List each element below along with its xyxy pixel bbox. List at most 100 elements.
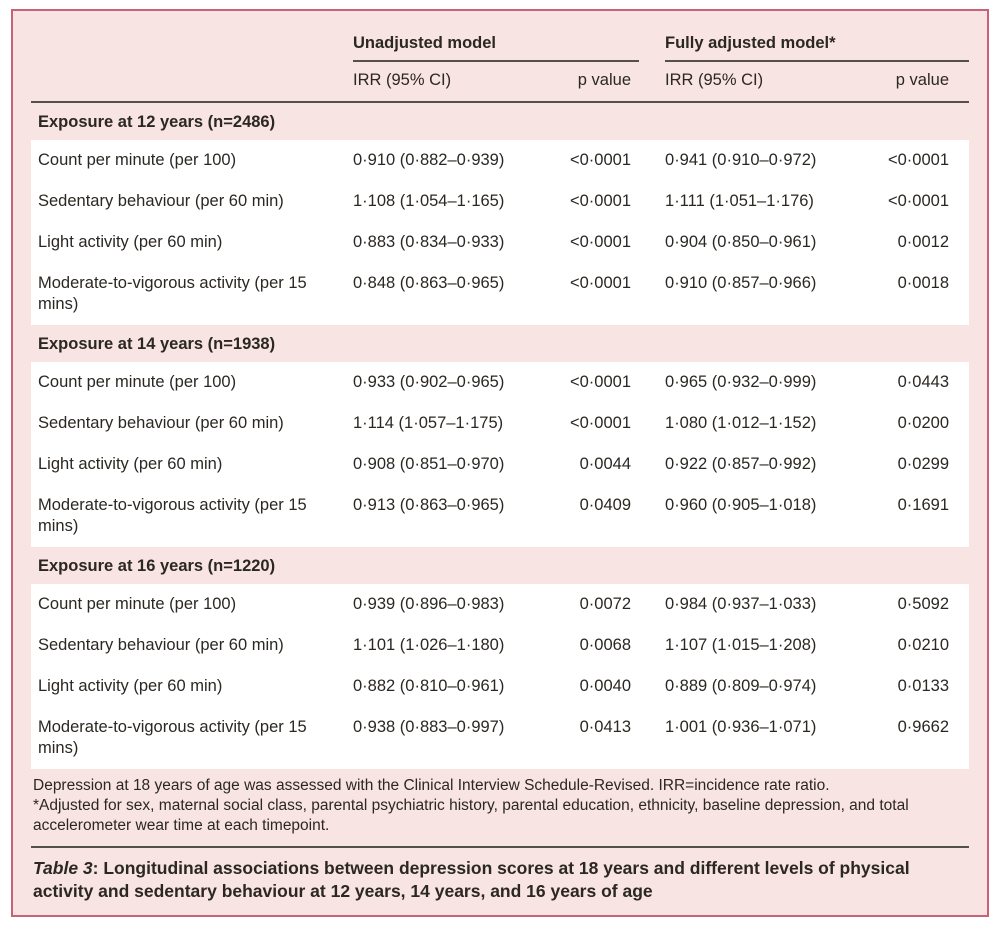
unadjusted-p-value: <0·0001	[570, 274, 632, 292]
unadjusted-irr-value: 0·848 (0·863–0·965)	[353, 274, 505, 292]
section-row: Exposure at 12 years (n=2486)	[31, 102, 969, 140]
subheader-irr-unadjusted: IRR (95% CI)	[353, 62, 543, 103]
section-row: Exposure at 16 years (n=1220)	[31, 547, 969, 584]
unadjusted-p-value: <0·0001	[570, 151, 632, 169]
table-panel: Unadjusted model Fully adjusted model* I…	[11, 9, 989, 917]
results-table: Unadjusted model Fully adjusted model* I…	[31, 25, 970, 769]
unadjusted-p-value: 0·0413	[579, 718, 632, 736]
adjusted-irr-value: 0·889 (0·809–0·974)	[665, 677, 817, 695]
table-row: Sedentary behaviour (per 60 min) 1·101 (1…	[31, 625, 970, 666]
unadjusted-irr-value: 1·108 (1·054–1·165)	[353, 192, 505, 210]
subheader-row: IRR (95% CI) p value IRR (95% CI) p valu…	[31, 62, 970, 103]
footnote-line: *Adjusted for sex, maternal social class…	[33, 797, 909, 834]
table-row: Moderate-to-vigorous activity (per 15 mi…	[31, 263, 970, 325]
subheader-irr-adjusted: IRR (95% CI)	[639, 62, 852, 103]
section-header: Exposure at 14 years (n=1938)	[38, 335, 276, 353]
subheader-p-adjusted: p value	[851, 62, 970, 103]
section-row: Exposure at 14 years (n=1938)	[31, 325, 969, 362]
section-header: Exposure at 12 years (n=2486)	[38, 113, 276, 131]
row-label: Light activity (per 60 min)	[38, 455, 223, 473]
adjusted-irr-value: 0·904 (0·850–0·961)	[665, 233, 817, 251]
adjusted-p-value: 0·0018	[897, 274, 950, 292]
subheader-p-unadjusted: p value	[543, 62, 640, 103]
footnotes: Depression at 18 years of age was assess…	[33, 776, 967, 836]
column-group-label: Fully adjusted model*	[665, 34, 836, 52]
unadjusted-p-value: <0·0001	[570, 192, 632, 210]
unadjusted-irr-value: 0·883 (0·834–0·933)	[353, 233, 505, 251]
adjusted-irr-value: 0·965 (0·932–0·999)	[665, 373, 817, 391]
table-row: Moderate-to-vigorous activity (per 15 mi…	[31, 485, 970, 547]
adjusted-p-value: 0·5092	[897, 595, 950, 613]
adjusted-p-value: <0·0001	[888, 192, 950, 210]
table-row: Count per minute (per 100) 0·933 (0·902–0…	[31, 362, 970, 403]
table-body: Exposure at 12 years (n=2486) Count per m…	[31, 102, 970, 769]
caption-label: Table 3	[33, 858, 93, 878]
table-row: Light activity (per 60 min) 0·882 (0·810–…	[31, 666, 970, 707]
unadjusted-irr-value: 0·910 (0·882–0·939)	[353, 151, 505, 169]
table-row: Sedentary behaviour (per 60 min) 1·108 (1…	[31, 181, 970, 222]
section-header: Exposure at 16 years (n=1220)	[38, 557, 276, 575]
caption-divider	[31, 846, 969, 848]
row-label: Moderate-to-vigorous activity (per 15 mi…	[38, 496, 307, 535]
unadjusted-irr-value: 1·114 (1·057–1·175)	[353, 414, 504, 432]
table-caption: Table 3: Longitudinal associations betwe…	[33, 857, 967, 903]
footnote-line: Depression at 18 years of age was assess…	[33, 777, 830, 794]
column-group-row: Unadjusted model Fully adjusted model*	[31, 25, 970, 62]
row-label: Moderate-to-vigorous activity (per 15 mi…	[38, 274, 307, 313]
row-label: Light activity (per 60 min)	[38, 677, 223, 695]
caption-text: : Longitudinal associations between depr…	[33, 858, 910, 901]
row-label: Count per minute (per 100)	[38, 151, 237, 169]
group-underline: Unadjusted model	[353, 33, 640, 62]
unadjusted-irr-value: 1·101 (1·026–1·180)	[353, 636, 505, 654]
adjusted-p-value: 0·0443	[897, 373, 950, 391]
table-row: Sedentary behaviour (per 60 min) 1·114 (1…	[31, 403, 970, 444]
adjusted-irr-value: 0·984 (0·937–1·033)	[665, 595, 817, 613]
unadjusted-irr-value: 0·908 (0·851–0·970)	[353, 455, 505, 473]
empty-subheader-cell	[31, 62, 353, 103]
unadjusted-p-value: 0·0068	[579, 636, 632, 654]
column-group-label: Unadjusted model	[353, 34, 497, 52]
table-header: Unadjusted model Fully adjusted model* I…	[31, 25, 970, 103]
row-label: Sedentary behaviour (per 60 min)	[38, 192, 284, 210]
unadjusted-p-value: 0·0040	[579, 677, 632, 695]
unadjusted-p-value: 0·0409	[579, 496, 632, 514]
adjusted-irr-value: 1·001 (0·936–1·071)	[665, 718, 817, 736]
column-group-unadjusted: Unadjusted model	[353, 25, 640, 62]
adjusted-irr-value: 1·111 (1·051–1·176)	[665, 192, 814, 210]
adjusted-p-value: 0·0299	[897, 455, 950, 473]
adjusted-irr-value: 1·080 (1·012–1·152)	[665, 414, 817, 432]
row-label: Count per minute (per 100)	[38, 595, 237, 613]
adjusted-p-value: 0·1691	[897, 496, 950, 514]
unadjusted-p-value: <0·0001	[570, 373, 632, 391]
unadjusted-irr-value: 0·933 (0·902–0·965)	[353, 373, 505, 391]
unadjusted-p-value: <0·0001	[570, 414, 632, 432]
adjusted-irr-value: 0·910 (0·857–0·966)	[665, 274, 817, 292]
unadjusted-irr-value: 0·939 (0·896–0·983)	[353, 595, 505, 613]
row-label: Count per minute (per 100)	[38, 373, 237, 391]
unadjusted-irr-value: 0·938 (0·883–0·997)	[353, 718, 505, 736]
adjusted-p-value: 0·0200	[897, 414, 950, 432]
row-label: Moderate-to-vigorous activity (per 15 mi…	[38, 718, 307, 757]
adjusted-p-value: <0·0001	[888, 151, 950, 169]
adjusted-irr-value: 1·107 (1·015–1·208)	[665, 636, 817, 654]
table-row: Count per minute (per 100) 0·939 (0·896–0…	[31, 584, 970, 625]
unadjusted-p-value: <0·0001	[570, 233, 632, 251]
adjusted-p-value: 0·0210	[897, 636, 950, 654]
table-row: Count per minute (per 100) 0·910 (0·882–0…	[31, 140, 970, 181]
adjusted-p-value: 0·9662	[897, 718, 950, 736]
adjusted-p-value: 0·0012	[897, 233, 950, 251]
adjusted-p-value: 0·0133	[897, 677, 950, 695]
row-label: Sedentary behaviour (per 60 min)	[38, 636, 284, 654]
adjusted-irr-value: 0·960 (0·905–1·018)	[665, 496, 817, 514]
unadjusted-p-value: 0·0072	[579, 595, 632, 613]
group-underline: Fully adjusted model*	[665, 33, 970, 62]
unadjusted-irr-value: 0·913 (0·863–0·965)	[353, 496, 505, 514]
table-row: Moderate-to-vigorous activity (per 15 mi…	[31, 707, 970, 769]
unadjusted-p-value: 0·0044	[579, 455, 632, 473]
row-label: Sedentary behaviour (per 60 min)	[38, 414, 284, 432]
adjusted-irr-value: 0·922 (0·857–0·992)	[665, 455, 817, 473]
empty-header-cell	[31, 25, 353, 62]
table-row: Light activity (per 60 min) 0·883 (0·834–…	[31, 222, 970, 263]
adjusted-irr-value: 0·941 (0·910–0·972)	[665, 151, 817, 169]
unadjusted-irr-value: 0·882 (0·810–0·961)	[353, 677, 505, 695]
